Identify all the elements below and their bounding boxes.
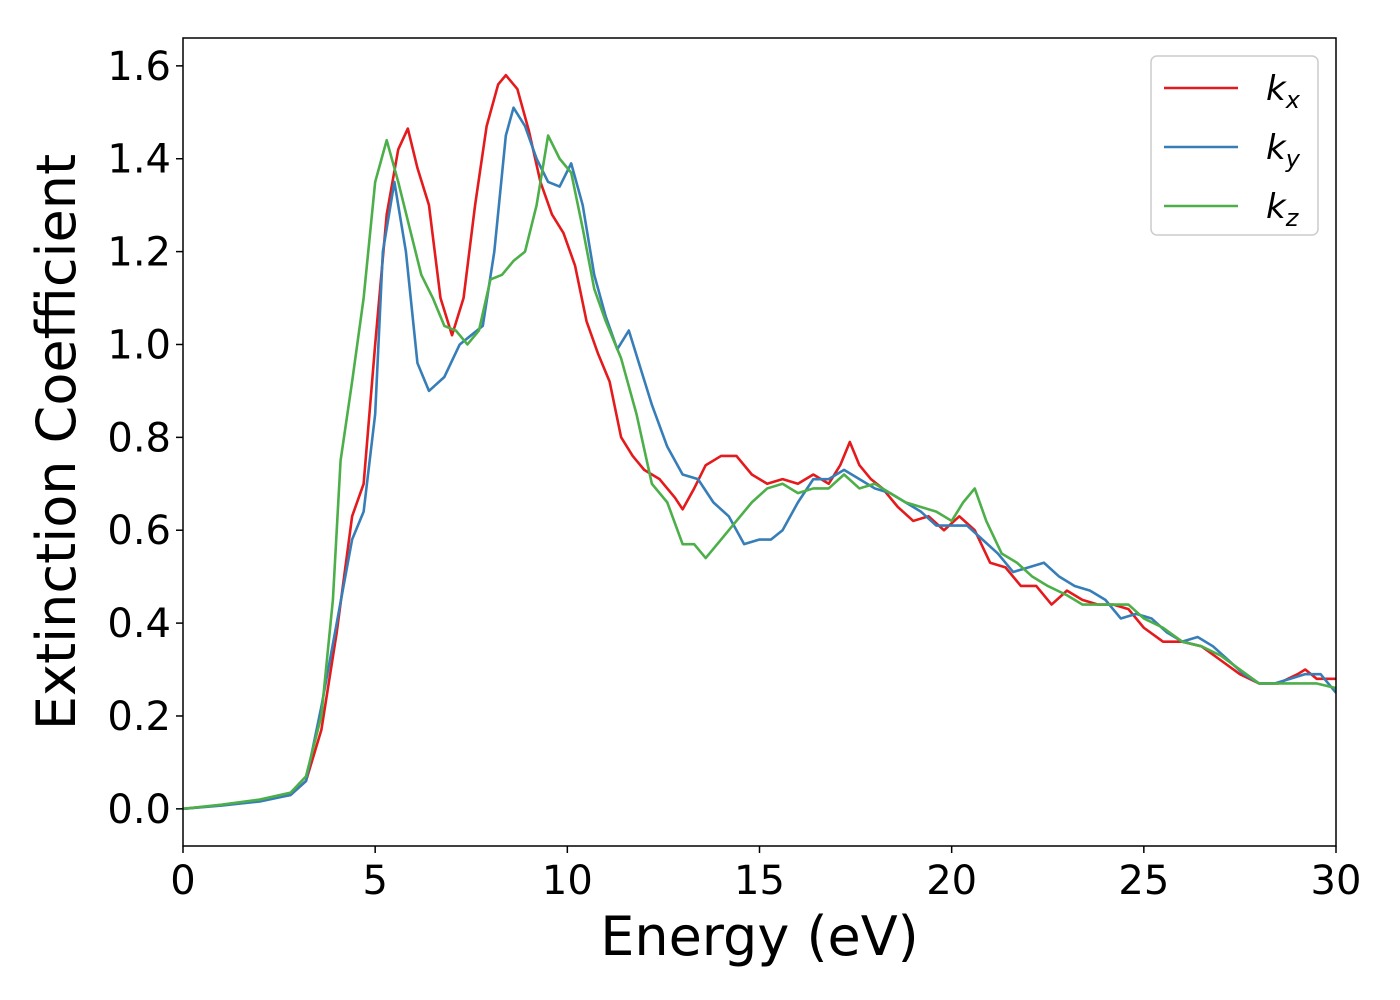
y-axis-ticks: 0.0 0.2 0.4 0.6 0.8 1.0 1.2 1.4 1.6 [107,44,183,833]
legend-box [1150,55,1319,236]
y-tick-label: 1.6 [107,44,171,90]
x-tick-label: 10 [542,858,593,904]
x-axis-title: Energy (eV) [600,905,919,968]
x-tick-label: 15 [734,858,785,904]
x-axis-ticks: 0 5 10 15 20 25 30 [170,846,1361,904]
series-line-kz [183,134,1336,811]
y-tick-label: 1.2 [107,230,171,276]
x-tick-label: 0 [170,858,195,904]
y-tick-label: 0.2 [107,694,171,740]
x-tick-label: 30 [1311,858,1362,904]
series-layer [183,73,1336,811]
plot-frame [182,37,1337,847]
legend-label: kz [1266,187,1300,232]
y-tick-label: 0.8 [107,415,171,461]
y-tick-label: 0.6 [107,508,171,554]
x-tick-label: 20 [926,858,977,904]
y-tick-label: 1.0 [107,322,171,368]
legend-label: kx [1266,69,1301,114]
legend: kx ky kz [1150,55,1319,236]
y-tick-label: 0.0 [107,787,171,833]
series-line-ky [183,106,1336,811]
y-axis-title: Extinction Coefficient [25,154,88,730]
legend-label: ky [1266,128,1301,173]
x-tick-label: 25 [1118,858,1169,904]
y-tick-label: 1.4 [107,137,171,183]
y-tick-label: 0.4 [107,601,171,647]
x-tick-label: 5 [362,858,387,904]
